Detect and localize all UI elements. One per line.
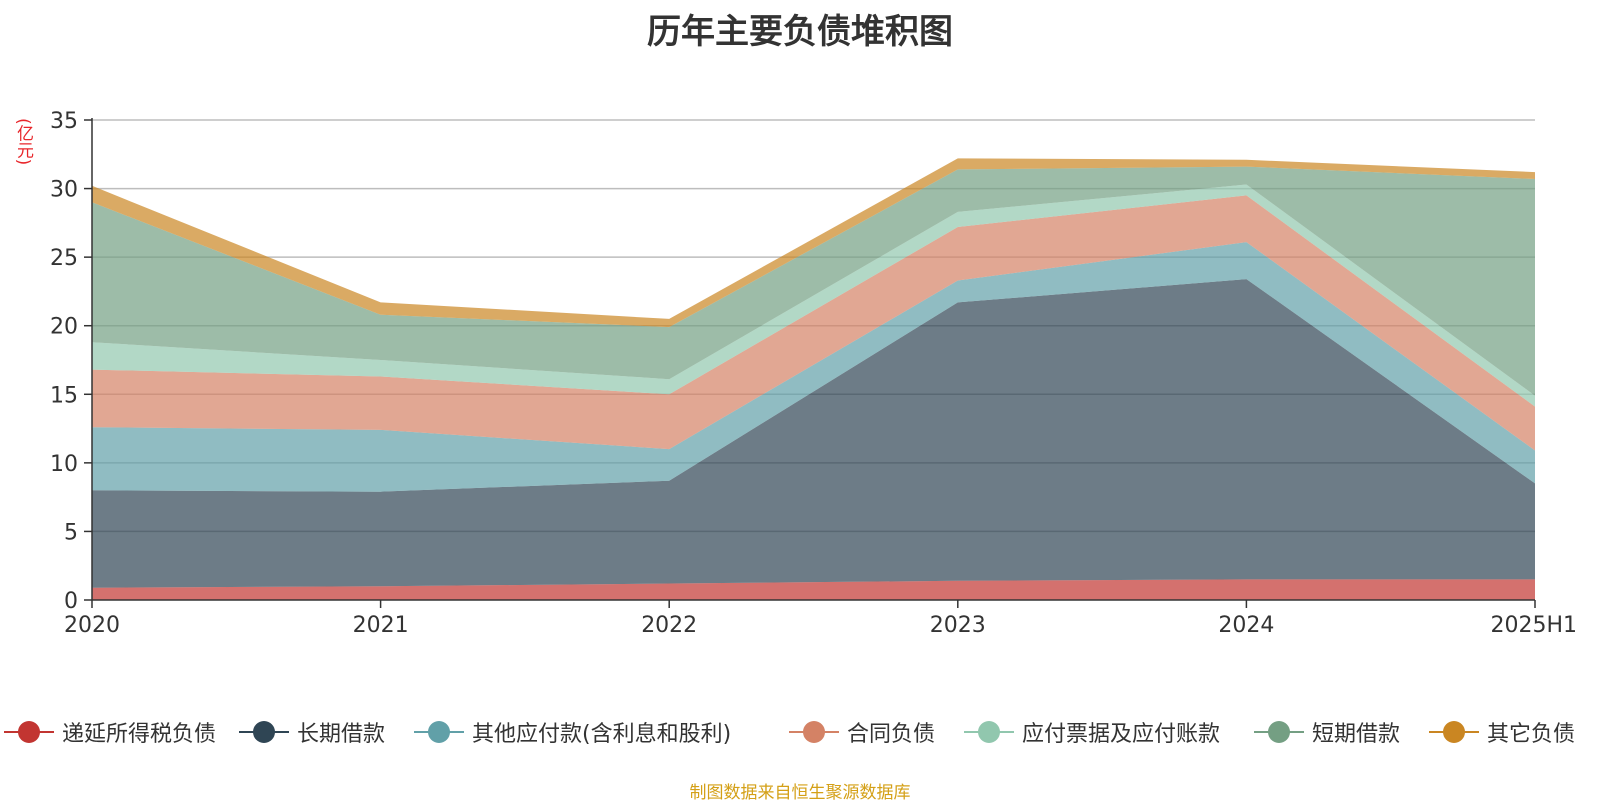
legend-swatch	[789, 714, 839, 750]
area-series	[92, 279, 1535, 588]
x-tick-label: 2023	[930, 613, 986, 638]
legend-label: 其他应付款(含利息和股利)	[472, 722, 732, 747]
legend-dot	[978, 721, 1000, 743]
y-tick-label: 35	[50, 109, 78, 134]
legend-item[interactable]: 其他应付款(含利息和股利)	[414, 714, 731, 750]
legend-swatch	[4, 714, 54, 750]
legend-swatch	[1254, 714, 1304, 750]
area-series	[92, 166, 1535, 396]
y-tick-label: 30	[50, 178, 78, 203]
legend-item[interactable]: 应付票据及应付账款	[964, 714, 1220, 750]
legend-dot	[428, 721, 450, 743]
legend-item[interactable]: 递延所得税负债	[4, 714, 216, 750]
legend-swatch	[964, 714, 1014, 750]
legend-dot	[1268, 721, 1290, 743]
x-tick-label: 2025H1	[1490, 613, 1577, 638]
x-tick-label: 2021	[353, 613, 409, 638]
legend-item[interactable]: 长期借款	[239, 714, 385, 750]
area-series	[92, 158, 1535, 600]
area-series	[92, 158, 1535, 328]
legend-dot	[1443, 721, 1465, 743]
legend-dot	[18, 721, 40, 743]
source-note: 制图数据来自恒生聚源数据库	[689, 783, 911, 803]
y-tick-label: 25	[50, 246, 78, 271]
chart-title: 历年主要负债堆积图	[647, 12, 953, 52]
legend-label: 其它负债	[1487, 722, 1576, 747]
y-tick-label: 20	[50, 315, 78, 340]
legend-swatch	[1429, 714, 1479, 750]
legend-dot	[803, 721, 825, 743]
x-tick-label: 2024	[1218, 613, 1274, 638]
y-tick-label: 15	[50, 383, 78, 408]
y-axis-unit-label: (亿元)	[13, 118, 33, 166]
y-tick-label: 10	[50, 452, 78, 477]
legend-swatch	[414, 714, 464, 750]
y-tick-label: 5	[64, 520, 78, 545]
legend: 递延所得税负债 长期借款 其他应付款(含利息和股利) 合同负债 应付票据及应付账款 短期借…	[0, 714, 1600, 750]
legend-swatch	[239, 714, 289, 750]
legend-label: 长期借款	[297, 722, 386, 747]
area-series	[92, 579, 1535, 600]
x-tick-label: 2020	[64, 613, 120, 638]
y-tick-label: 0	[64, 589, 78, 614]
legend-item[interactable]: 短期借款	[1254, 714, 1400, 750]
stacked-area-chart: 0 5 10 15 20 25 30 35 2020 2021 2022 2023 2024 2025H1	[50, 109, 1577, 638]
area-series	[92, 242, 1535, 492]
legend-item[interactable]: 合同负债	[789, 714, 935, 750]
axes: 0 5 10 15 20 25 30 35 2020 2021 2022 2023 2024 2025H1	[50, 109, 1577, 638]
legend-label: 短期借款	[1312, 722, 1401, 747]
x-tick-label: 2022	[641, 613, 697, 638]
legend-label: 应付票据及应付账款	[1022, 722, 1221, 747]
legend-dot	[253, 721, 275, 743]
legend-label: 合同负债	[847, 722, 936, 747]
legend-label: 递延所得税负债	[62, 722, 217, 747]
legend-item[interactable]: 其它负债	[1429, 714, 1575, 750]
area-series	[92, 195, 1535, 451]
